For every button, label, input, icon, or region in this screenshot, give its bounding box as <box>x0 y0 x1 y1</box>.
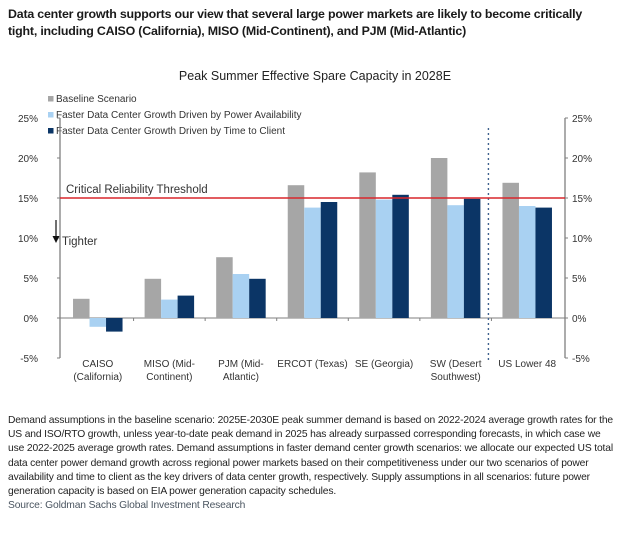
headline: Data center growth supports our view tha… <box>8 7 583 38</box>
bar-baseline <box>430 158 448 318</box>
x-axis-label: MISO (Mid-Continent) <box>144 359 195 383</box>
bar-baseline <box>287 185 305 318</box>
bar-baseline <box>144 278 162 318</box>
footnote: Demand assumptions in the baseline scena… <box>8 415 614 498</box>
chart-title: Peak Summer Effective Spare Capacity in … <box>179 69 451 83</box>
critical-threshold-label: Critical Reliability Threshold <box>66 184 208 196</box>
legend: Baseline Scenario Faster Data Center Grow… <box>48 94 301 137</box>
bar-chart: Peak Summer Effective Spare Capacity in … <box>18 69 592 383</box>
legend-label: Faster Data Center Growth Driven by Powe… <box>56 110 301 121</box>
right-y-tick-label: 15% <box>572 194 592 205</box>
bar-time-to-client <box>177 295 195 318</box>
x-axis-label: ERCOT (Texas) <box>277 359 347 370</box>
bar-power-availability <box>89 318 107 327</box>
x-axis-label: CAISO (California) <box>73 359 122 383</box>
bar-power-availability <box>161 299 178 318</box>
legend-label: Baseline Scenario <box>56 94 137 105</box>
bar-power-availability <box>304 207 321 318</box>
x-axis-label: SE (Georgia) <box>355 359 413 370</box>
bar-power-availability <box>518 206 536 318</box>
x-axis-label: PJM (Mid-Atlantic) <box>218 359 264 383</box>
right-y-tick-label: 0% <box>572 314 587 325</box>
axes: -5% -5% 0% 0% 5% 5% 10% 10% 15% 15% 20% 20% 25% 25% <box>18 114 592 365</box>
legend-swatch <box>48 112 54 118</box>
x-axis-label: SW (Desert Southwest) <box>430 359 482 383</box>
bar-baseline <box>359 172 376 318</box>
source-note: Source: Goldman Sachs Global Investment … <box>8 500 246 511</box>
x-axis-label: US Lower 48 <box>498 359 556 370</box>
x-axis-labels: CAISO (California) MISO (Mid-Continent) PJM… <box>73 359 556 383</box>
bar-time-to-client <box>392 194 409 318</box>
right-y-tick-label: 5% <box>572 274 587 285</box>
left-y-tick-label: -5% <box>20 354 38 365</box>
tighter-label: Tighter <box>62 236 98 248</box>
bar-baseline <box>502 182 519 318</box>
right-y-tick-label: -5% <box>572 354 590 365</box>
bar-power-availability <box>375 199 393 318</box>
left-y-tick-label: 25% <box>18 114 38 125</box>
bar-power-availability <box>447 205 464 318</box>
bar-power-availability <box>232 274 250 318</box>
left-y-tick-label: 5% <box>24 274 39 285</box>
annotations: Critical Reliability Threshold Tighter <box>52 184 565 248</box>
right-y-tick-label: 10% <box>572 234 592 245</box>
right-y-tick-label: 25% <box>572 114 592 125</box>
legend-swatch <box>48 128 54 134</box>
bar-baseline <box>73 298 90 318</box>
legend-swatch <box>48 96 54 102</box>
bar-baseline <box>216 257 233 318</box>
bar-time-to-client <box>463 198 481 318</box>
right-y-tick-label: 20% <box>572 154 592 165</box>
left-y-tick-label: 15% <box>18 194 38 205</box>
bar-time-to-client <box>535 207 552 318</box>
left-y-tick-label: 20% <box>18 154 38 165</box>
bars <box>73 158 552 332</box>
bar-time-to-client <box>249 278 266 318</box>
left-y-tick-label: 0% <box>24 314 39 325</box>
left-y-tick-label: 10% <box>18 234 38 245</box>
arrow-down-icon <box>52 236 60 243</box>
bar-time-to-client <box>320 202 338 318</box>
bar-time-to-client <box>106 318 123 332</box>
legend-label: Faster Data Center Growth Driven by Time… <box>56 126 285 137</box>
